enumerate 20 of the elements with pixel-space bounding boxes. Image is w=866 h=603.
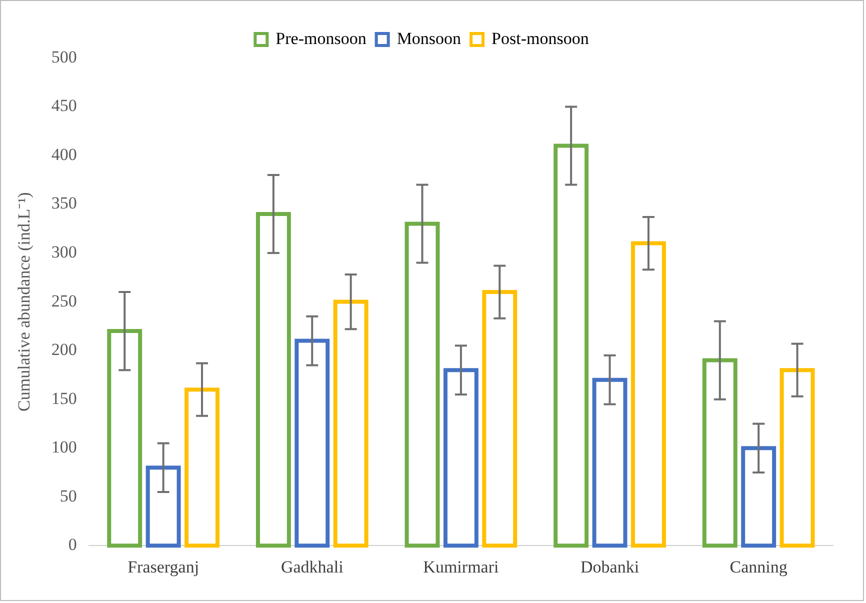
y-tick-label: 200 [51, 340, 77, 360]
y-tick-label: 150 [51, 388, 77, 408]
legend-label: Post-monsoon [492, 28, 590, 48]
x-tick-label: Dobanki [580, 557, 640, 576]
y-tick-label: 0 [68, 535, 77, 554]
x-tick-label: Kumirmari [423, 557, 499, 576]
y-tick-label: 100 [51, 438, 77, 457]
y-tick-label: 400 [51, 144, 77, 164]
y-tick-label: 350 [51, 194, 77, 213]
y-tick-label: 50 [60, 486, 77, 506]
y-tick-label: 300 [51, 242, 77, 262]
y-axis-title: Cumulative abundance (ind.L⁻¹) [14, 192, 34, 412]
y-tick-label: 500 [51, 47, 77, 66]
y-tick-label: 450 [51, 96, 77, 116]
y-tick-label: 250 [51, 291, 77, 310]
legend-label: Pre-monsoon [276, 28, 367, 48]
x-tick-label: Canning [730, 557, 788, 576]
legend-label: Monsoon [396, 28, 462, 48]
x-tick-label: Fraserganj [128, 557, 200, 576]
x-tick-label: Gadkhali [280, 557, 344, 576]
